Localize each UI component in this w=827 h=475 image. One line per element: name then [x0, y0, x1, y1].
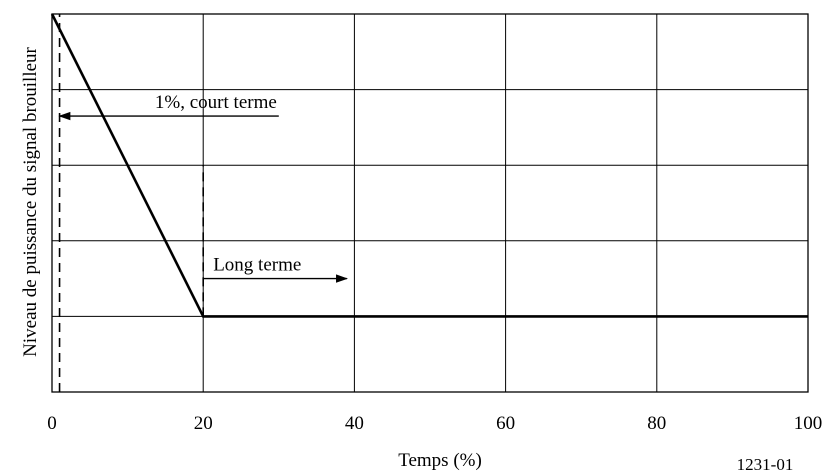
annotation-label: 1%, court terme [155, 92, 277, 113]
x-tick-label: 20 [194, 413, 213, 434]
plot-frame [51, 13, 809, 393]
x-tick-labels: 0 20 40 60 80 100 [47, 413, 822, 434]
y-axis-label: Niveau de puissance du signal brouilleur [20, 46, 41, 356]
series-layer [50, 13, 808, 318]
x-axis-label: Temps (%) [398, 450, 482, 471]
x-tick-label: 80 [647, 413, 666, 434]
annotation-label: Long terme [213, 255, 301, 276]
x-tick-label: 0 [47, 413, 57, 434]
grid [51, 13, 809, 393]
annotations: 1%, court terme Long terme [58, 92, 349, 283]
series-line [50, 13, 808, 318]
x-tick-label: 40 [345, 413, 364, 434]
x-tick-label: 100 [794, 413, 823, 434]
x-tick-label: 60 [496, 413, 515, 434]
reference-lines [58, 14, 204, 392]
figure-reference: 1231-01 [737, 455, 794, 474]
